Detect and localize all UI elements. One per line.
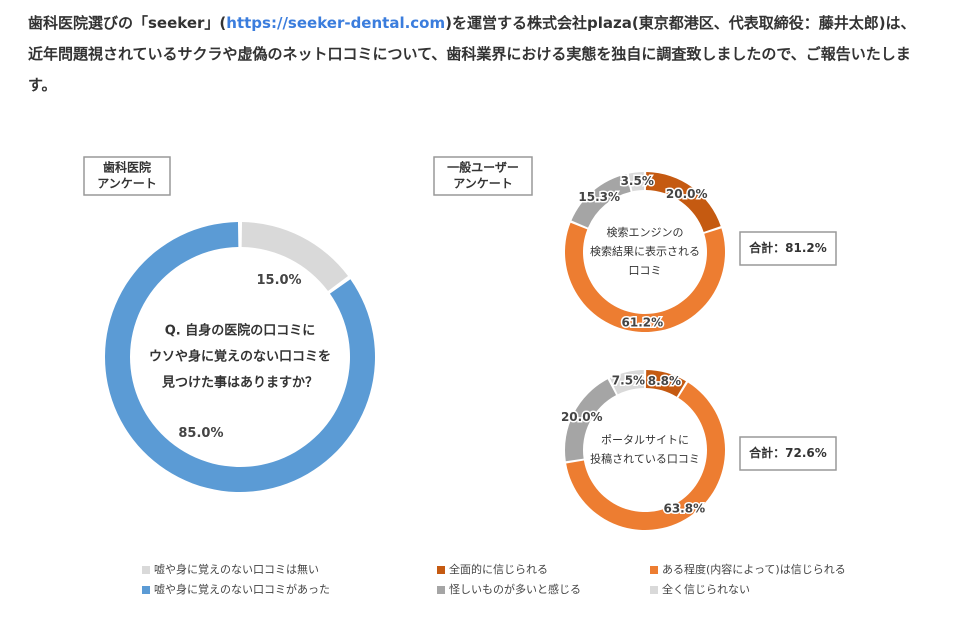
link[interactable]: https://seeker-dental.com [226, 14, 446, 32]
donut-slice [609, 370, 645, 395]
center-text: 検索エンジンの [607, 225, 684, 239]
donut-slice [628, 172, 645, 192]
legend-swatch [142, 586, 150, 594]
center-text: 見つけた事はありますか？ [161, 375, 318, 391]
legend-swatch [650, 566, 658, 574]
legend-swatch [142, 566, 150, 574]
value-label: 8.8% [648, 374, 681, 388]
value-label: 85.0% [178, 426, 223, 441]
center-text: 検索結果に表示される [590, 244, 700, 258]
center-text: ウソや身に覚えのない口コミを [149, 349, 331, 365]
value-label: 15.0% [256, 273, 301, 288]
center-text: 口コミ [629, 264, 662, 277]
donut-slice [645, 370, 686, 397]
box-label: アンケート [453, 177, 513, 191]
total-label: 合計：81.2% [749, 240, 827, 255]
legend-label: 全く信じられない [662, 582, 750, 596]
total-label: 合計：72.6% [749, 445, 827, 460]
value-label: 3.5% [621, 174, 654, 188]
value-label: 63.8% [663, 502, 705, 516]
legend-label: ある程度(内容によって)は信じられる [662, 562, 846, 576]
center-text: ポータルサイトに [601, 434, 689, 447]
value-label: 15.3% [578, 190, 620, 204]
legend-label: 嘘や身に覚えのない口コミは無い [154, 562, 319, 576]
intro-text: 歯科医院選びの「seeker」( [28, 14, 227, 32]
legend-label: 全面的に信じられる [449, 562, 548, 576]
legend-swatch [437, 566, 445, 574]
total-box [739, 436, 837, 471]
box-label: 歯科医院 [103, 160, 151, 175]
value-label: 20.0% [561, 410, 603, 424]
label-box [83, 156, 171, 196]
legend-label: 怪しいものが多いと感じる [449, 582, 581, 596]
donut-slice [565, 222, 725, 333]
label-box [433, 156, 533, 196]
donut-slice [565, 379, 617, 462]
legend-swatch [650, 586, 658, 594]
intro-text: )を運営する株式会社plaza(東京都港区、代表取締役：藤井太郎)は、近年問題視… [28, 14, 916, 94]
value-label: 20.0% [666, 187, 708, 201]
donut-slice [241, 222, 349, 292]
total-box [739, 231, 837, 266]
legend-label: 嘘や身に覚えのない口コミがあった [154, 582, 330, 596]
legend-swatch [437, 586, 445, 594]
center-text: 投稿されている口コミ [590, 452, 700, 466]
center-text: Q. 自身の医院の口コミに [165, 323, 316, 339]
value-label: 7.5% [612, 373, 645, 387]
box-label: アンケート [97, 177, 157, 191]
donut-slice [571, 174, 631, 228]
value-label: 61.2% [622, 315, 664, 329]
box-label: 一般ユーザー [447, 160, 519, 175]
donut-slice [645, 172, 721, 232]
intro-paragraph: 歯科医院選びの「seeker」(https://seeker-dental.co… [28, 8, 928, 101]
